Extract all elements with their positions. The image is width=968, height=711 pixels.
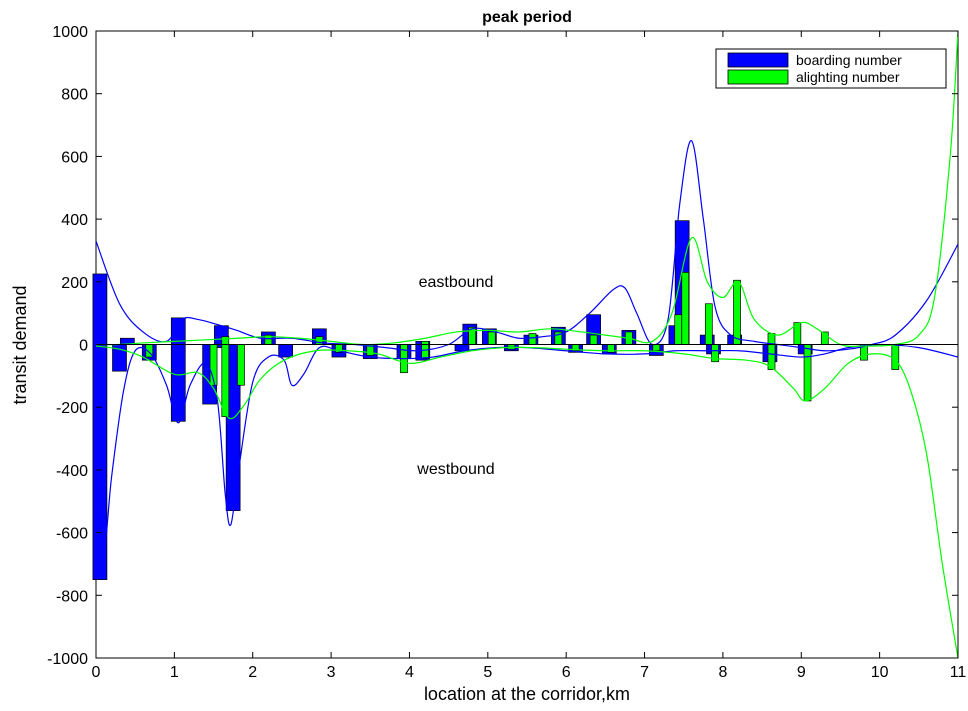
alighting-bar-13 (528, 333, 537, 345)
curves-layer (96, 31, 958, 658)
fitted-curve-1 (96, 343, 958, 550)
legend-swatch-alighting (727, 69, 789, 85)
boarding-bar-4 (170, 317, 186, 422)
chart-title: peak period (482, 9, 572, 26)
alighting-bar-20 (674, 314, 683, 345)
legend-swatch-boarding (727, 52, 789, 68)
legend-label-boarding: boarding number (796, 52, 902, 68)
y-tick-label-2: 600 (61, 149, 88, 166)
alighting-bar-19 (652, 344, 661, 352)
alighting-bar-22 (704, 303, 713, 345)
y-tick-label-9: -800 (56, 588, 88, 605)
x-tick-label-2: 2 (248, 664, 257, 681)
legend-label-alighting: alighting number (796, 69, 900, 85)
alighting-bar-27 (803, 344, 812, 402)
y-tick-label-7: -400 (56, 463, 88, 480)
y-tick-label-10: -1000 (47, 651, 88, 668)
annotation-eastbound: eastbound (419, 274, 494, 291)
y-tick-label-1: 800 (61, 87, 88, 104)
alighting-bar-16 (589, 334, 598, 345)
alighting-bar-25 (767, 333, 776, 370)
fitted-curve-0 (96, 140, 958, 352)
x-tick-label-11: 11 (950, 664, 967, 681)
alighting-bar-3 (237, 344, 245, 386)
x-tick-label-3: 3 (327, 664, 336, 681)
alighting-bar-11 (487, 331, 496, 345)
x-tick-label-6: 6 (562, 664, 571, 681)
alighting-bar-24 (733, 279, 741, 345)
x-tick-label-10: 10 (871, 664, 889, 681)
fitted-curve-3 (96, 345, 958, 658)
x-tick-label-7: 7 (640, 664, 649, 681)
x-tick-label-5: 5 (483, 664, 492, 681)
y-tick-label-3: 400 (61, 212, 88, 229)
axis-ticks: 0 1 2 3 4 5 6 7 8 9 10 11 1000 800 600 400 200 0 -200 -400 -… (47, 24, 966, 681)
x-tick-label-9: 9 (797, 664, 806, 681)
y-axis-label: transit demand (10, 285, 30, 404)
alighting-bar-30 (891, 344, 900, 370)
y-tick-label-0: 1000 (52, 24, 88, 41)
alighting-bar-21 (681, 272, 690, 345)
annotation-westbound: westbound (416, 461, 494, 478)
x-tick-label-8: 8 (718, 664, 727, 681)
x-tick-label-1: 1 (170, 664, 179, 681)
x-tick-label-0: 0 (92, 664, 101, 681)
y-tick-label-4: 200 (61, 275, 88, 292)
y-tick-label-5: 0 (79, 338, 88, 355)
boarding-bar-9 (278, 344, 293, 358)
x-tick-label-4: 4 (405, 664, 414, 681)
y-tick-label-8: -600 (56, 526, 88, 543)
alighting-bar-2 (221, 336, 230, 417)
fitted-curve-2 (96, 31, 958, 347)
y-tick-label-6: -200 (56, 400, 88, 417)
legend: boarding number alighting number (715, 48, 947, 89)
x-axis-label: location at the corridor,km (424, 684, 630, 704)
